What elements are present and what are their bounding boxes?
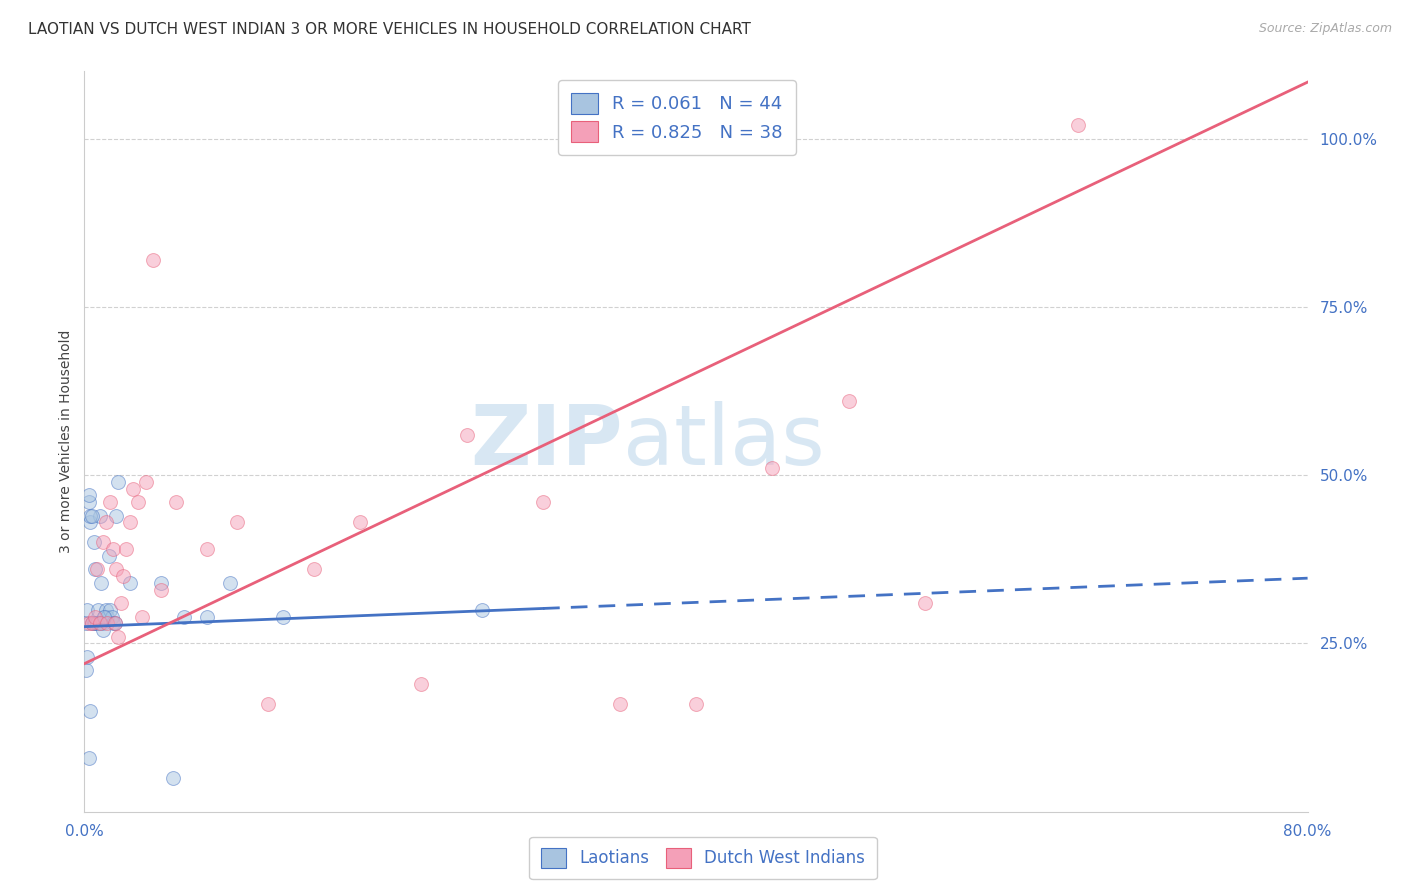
Point: [142, 252, 165, 267]
Point: [271, 609, 294, 624]
Point: [218, 575, 240, 590]
Point: [98, 603, 121, 617]
Point: [91, 616, 114, 631]
Point: [89, 616, 111, 631]
Point: [131, 609, 153, 624]
Text: atlas: atlas: [623, 401, 824, 482]
Point: [103, 616, 125, 631]
Point: [127, 495, 149, 509]
Point: [1067, 118, 1090, 132]
Point: [149, 582, 172, 597]
Text: Source: ZipAtlas.com: Source: ZipAtlas.com: [1258, 22, 1392, 36]
Point: [90, 616, 112, 631]
Point: [103, 542, 125, 557]
Legend: R = 0.061   N = 44, R = 0.825   N = 38: R = 0.061 N = 44, R = 0.825 N = 38: [558, 80, 796, 154]
Point: [77, 488, 100, 502]
Point: [456, 427, 478, 442]
Point: [409, 677, 432, 691]
Point: [77, 616, 100, 631]
Point: [89, 616, 111, 631]
Point: [761, 461, 783, 475]
Point: [165, 495, 187, 509]
Point: [531, 495, 554, 509]
Point: [105, 508, 128, 523]
Point: [471, 603, 494, 617]
Y-axis label: 3 or more Vehicles in Household: 3 or more Vehicles in Household: [59, 330, 73, 553]
Point: [79, 704, 101, 718]
Point: [77, 495, 100, 509]
Point: [195, 542, 218, 557]
Point: [226, 516, 249, 530]
Point: [86, 562, 108, 576]
Point: [149, 575, 172, 590]
Point: [107, 475, 129, 489]
Point: [105, 562, 128, 576]
Point: [86, 616, 108, 631]
Point: [96, 616, 118, 631]
Point: [91, 623, 114, 637]
Point: [75, 664, 97, 678]
Point: [91, 535, 114, 549]
Point: [90, 575, 112, 590]
Point: [349, 516, 371, 530]
Text: LAOTIAN VS DUTCH WEST INDIAN 3 OR MORE VEHICLES IN HOUSEHOLD CORRELATION CHART: LAOTIAN VS DUTCH WEST INDIAN 3 OR MORE V…: [28, 22, 751, 37]
Point: [77, 751, 100, 765]
Point: [114, 542, 136, 557]
Point: [79, 508, 101, 523]
Point: [80, 616, 103, 631]
Point: [84, 562, 107, 576]
Point: [80, 508, 103, 523]
Point: [173, 609, 195, 624]
Point: [135, 475, 157, 489]
Point: [838, 394, 860, 409]
Point: [80, 616, 103, 631]
Point: [122, 482, 145, 496]
Point: [98, 495, 121, 509]
Legend: Laotians, Dutch West Indians: Laotians, Dutch West Indians: [529, 837, 877, 880]
Point: [93, 609, 115, 624]
Point: [120, 575, 142, 590]
Point: [76, 649, 98, 664]
Point: [94, 603, 117, 617]
Point: [302, 562, 325, 576]
Point: [96, 609, 118, 624]
Point: [685, 697, 707, 711]
Point: [94, 516, 117, 530]
Point: [101, 609, 124, 624]
Point: [110, 596, 132, 610]
Point: [75, 616, 97, 631]
Point: [79, 516, 101, 530]
Point: [107, 630, 129, 644]
Point: [609, 697, 631, 711]
Point: [104, 616, 127, 631]
Point: [914, 596, 936, 610]
Text: ZIP: ZIP: [470, 401, 623, 482]
Point: [97, 549, 120, 563]
Point: [84, 616, 107, 631]
Point: [195, 609, 218, 624]
Point: [89, 508, 111, 523]
Point: [76, 603, 98, 617]
Point: [87, 603, 110, 617]
Point: [83, 616, 105, 631]
Point: [104, 616, 127, 631]
Point: [83, 535, 105, 549]
Point: [257, 697, 280, 711]
Point: [84, 609, 107, 624]
Point: [162, 771, 184, 785]
Point: [86, 616, 108, 631]
Point: [111, 569, 134, 583]
Point: [120, 516, 142, 530]
Point: [93, 609, 115, 624]
